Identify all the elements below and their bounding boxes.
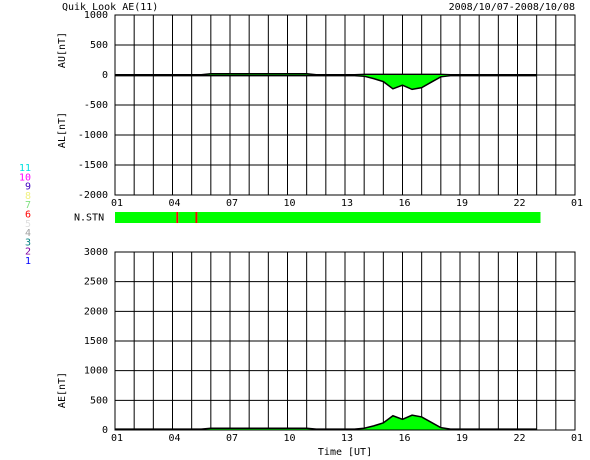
y-axis-label: AE[nT] <box>57 372 68 408</box>
x-tick-label: 04 <box>168 198 180 209</box>
x-tick-label: 01 <box>571 433 583 444</box>
legend-entry: 9 <box>25 182 31 193</box>
x-tick-label: 19 <box>456 198 468 209</box>
y-tick-label: -1500 <box>78 160 108 171</box>
y-tick-label: 0 <box>102 70 108 81</box>
series-line <box>115 74 537 91</box>
strip-label: N.STN <box>74 213 104 224</box>
station-segment <box>195 212 198 223</box>
chart-title: Quik Look AE(11) <box>62 2 158 13</box>
y-tick-label: 1500 <box>84 336 108 347</box>
y-tick-label: 0 <box>102 425 108 436</box>
y-tick-label: 1000 <box>84 10 108 21</box>
x-tick-label: 01 <box>111 198 123 209</box>
chart-subtitle: 2008/10/07-2008/10/08 <box>449 2 575 13</box>
x-tick-label: 13 <box>341 433 353 444</box>
x-tick-label: 10 <box>283 198 295 209</box>
legend-entry: 2 <box>25 247 31 258</box>
station-segment <box>176 212 179 223</box>
y-tick-label: 2000 <box>84 306 108 317</box>
x-axis-label: Time [UT] <box>318 447 372 458</box>
x-tick-label: 07 <box>226 433 238 444</box>
legend-entry: 1 <box>25 256 31 267</box>
x-tick-label: 04 <box>168 433 180 444</box>
x-tick-label: 13 <box>341 198 353 209</box>
x-tick-label: 01 <box>111 433 123 444</box>
station-segment <box>178 212 196 223</box>
legend-entry: 4 <box>25 228 31 239</box>
x-tick-label: 22 <box>513 198 525 209</box>
y-axis-label: AL[nT] <box>57 112 68 148</box>
y-axis-label: AU[nT] <box>57 32 68 68</box>
x-tick-label: 16 <box>398 198 410 209</box>
station-segment <box>115 212 177 223</box>
y-tick-label: 500 <box>90 40 108 51</box>
legend-entry: 10 <box>19 172 31 183</box>
legend-entry: 8 <box>25 191 31 202</box>
x-tick-label: 22 <box>513 433 525 444</box>
series-line <box>115 73 537 76</box>
legend-entry: 11 <box>19 163 31 174</box>
y-tick-label: 1000 <box>84 366 108 377</box>
y-tick-label: 2500 <box>84 277 108 288</box>
y-tick-label: -2000 <box>78 190 108 201</box>
y-tick-label: -500 <box>84 100 108 111</box>
y-tick-label: 500 <box>90 395 108 406</box>
legend-entry: 3 <box>25 237 31 248</box>
area-fill <box>115 415 537 430</box>
x-tick-label: 07 <box>226 198 238 209</box>
x-tick-label: 01 <box>571 198 583 209</box>
x-tick-label: 19 <box>456 433 468 444</box>
legend-entry: 7 <box>25 200 31 211</box>
area-fill <box>115 75 537 90</box>
plot-frame <box>114 251 576 431</box>
x-tick-label: 10 <box>283 433 295 444</box>
station-segment <box>197 212 541 223</box>
plot-frame <box>114 14 576 196</box>
series-line <box>115 414 537 430</box>
y-tick-label: -1000 <box>78 130 108 141</box>
legend-entry: 6 <box>25 210 31 221</box>
x-tick-label: 16 <box>398 433 410 444</box>
y-tick-label: 3000 <box>84 247 108 258</box>
legend-entry: 5 <box>25 219 31 230</box>
